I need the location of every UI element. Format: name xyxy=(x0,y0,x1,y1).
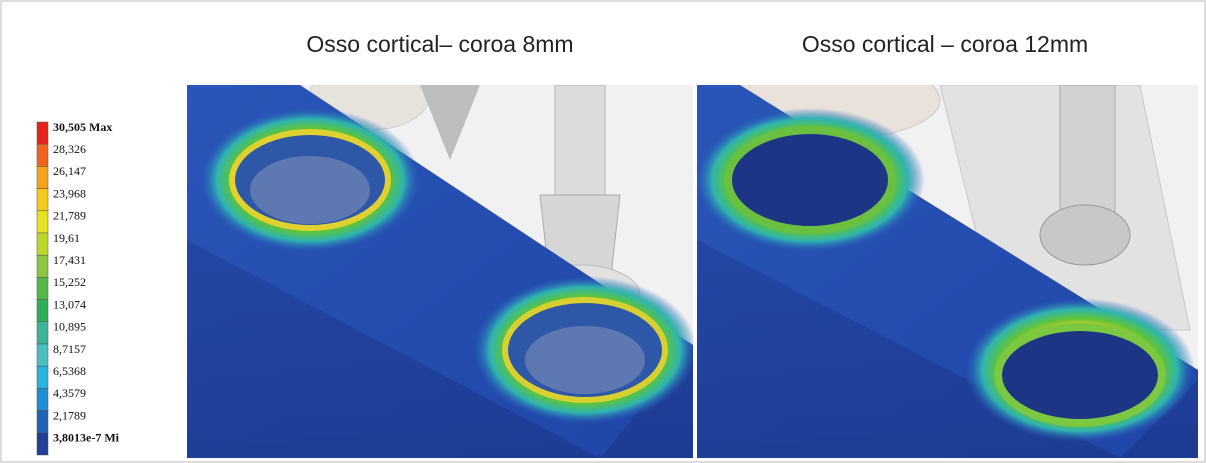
legend-label: 8,7157 xyxy=(53,342,86,356)
legend-swatch xyxy=(37,166,48,188)
panel-title: Osso cortical – coroa 12mm xyxy=(802,31,1088,57)
legend-swatch xyxy=(37,366,48,388)
legend-label: 2,1789 xyxy=(53,408,86,422)
legend-swatch xyxy=(37,255,48,277)
legend-label: 23,968 xyxy=(53,186,86,200)
legend-label: 6,5368 xyxy=(53,364,86,378)
figure: Osso cortical– coroa 8mm Osso cortical –… xyxy=(0,0,1206,463)
legend-swatch xyxy=(37,233,48,255)
legend-label: 3,8013e-7 Mi xyxy=(53,431,120,445)
legend-label: 30,505 Max xyxy=(53,120,112,134)
legend: 30,505 Max 28,326 26,147 23,968 21,789 19,61 1… xyxy=(37,120,120,455)
legend-label: 13,074 xyxy=(53,297,86,311)
legend-label: 21,789 xyxy=(53,209,86,223)
legend-label: 4,3579 xyxy=(53,386,86,400)
legend-swatch xyxy=(37,277,48,299)
legend-swatch xyxy=(37,411,48,433)
legend-label: 19,61 xyxy=(53,231,80,245)
panel-image xyxy=(187,60,697,458)
legend-swatch xyxy=(37,300,48,322)
legend-label: 15,252 xyxy=(53,275,86,289)
panel-title: Osso cortical– coroa 8mm xyxy=(306,31,573,57)
panel-image xyxy=(695,60,1198,458)
legend-swatch xyxy=(37,122,48,144)
legend-swatch xyxy=(37,388,48,410)
legend-swatch xyxy=(37,322,48,344)
legend-label: 26,147 xyxy=(53,164,86,178)
legend-label: 28,326 xyxy=(53,142,86,156)
legend-label: 17,431 xyxy=(53,253,86,267)
legend-swatch xyxy=(37,189,48,211)
legend-swatch xyxy=(37,144,48,166)
legend-swatch xyxy=(37,344,48,366)
legend-swatch xyxy=(37,211,48,233)
legend-swatch xyxy=(37,433,48,455)
legend-label: 10,895 xyxy=(53,320,86,334)
